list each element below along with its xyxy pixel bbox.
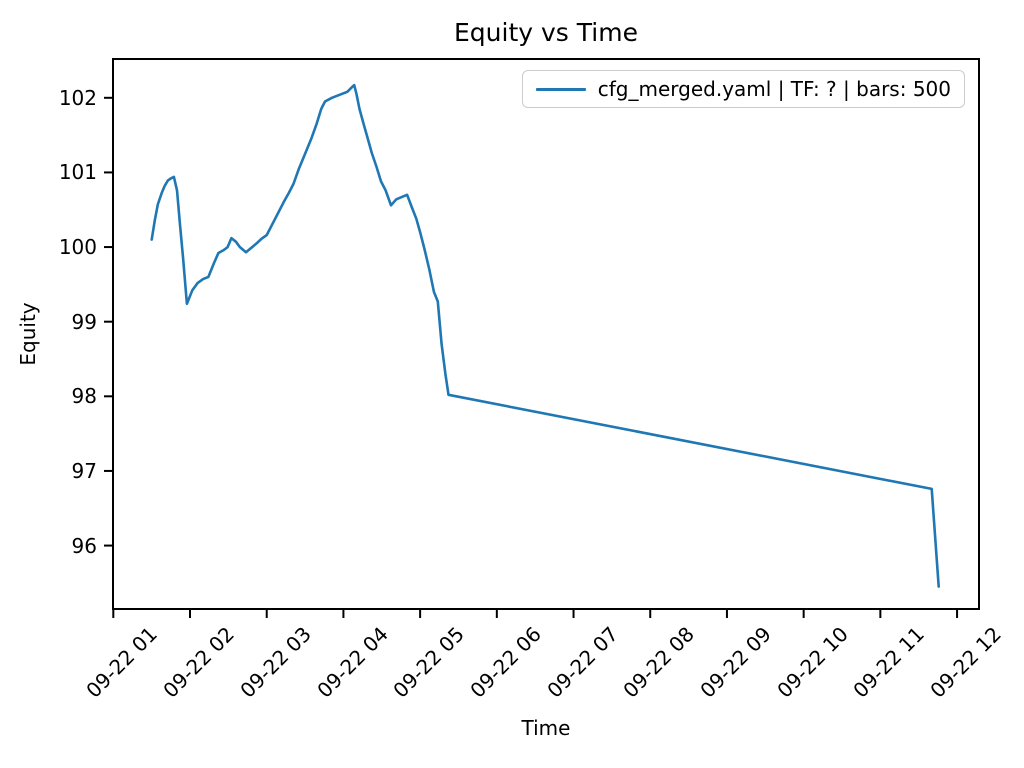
axes-frame: [112, 58, 980, 610]
y-tick-label: 99: [71, 309, 97, 334]
chart-title: Equity vs Time: [454, 18, 638, 47]
y-tick-label: 97: [71, 458, 97, 483]
equity-line: [150, 83, 941, 588]
y-tick-label: 100: [58, 235, 97, 260]
y-tick-label: 101: [58, 160, 97, 185]
y-tick-label: 96: [71, 533, 97, 558]
legend-label: cfg_merged.yaml | TF: ? | bars: 500: [597, 77, 951, 101]
legend: cfg_merged.yaml | TF: ? | bars: 500: [521, 70, 965, 108]
x-axis-label: Time: [521, 716, 571, 740]
legend-line-swatch: [535, 87, 586, 91]
y-tick-label: 102: [58, 85, 97, 110]
y-tick-label: 98: [71, 384, 97, 409]
